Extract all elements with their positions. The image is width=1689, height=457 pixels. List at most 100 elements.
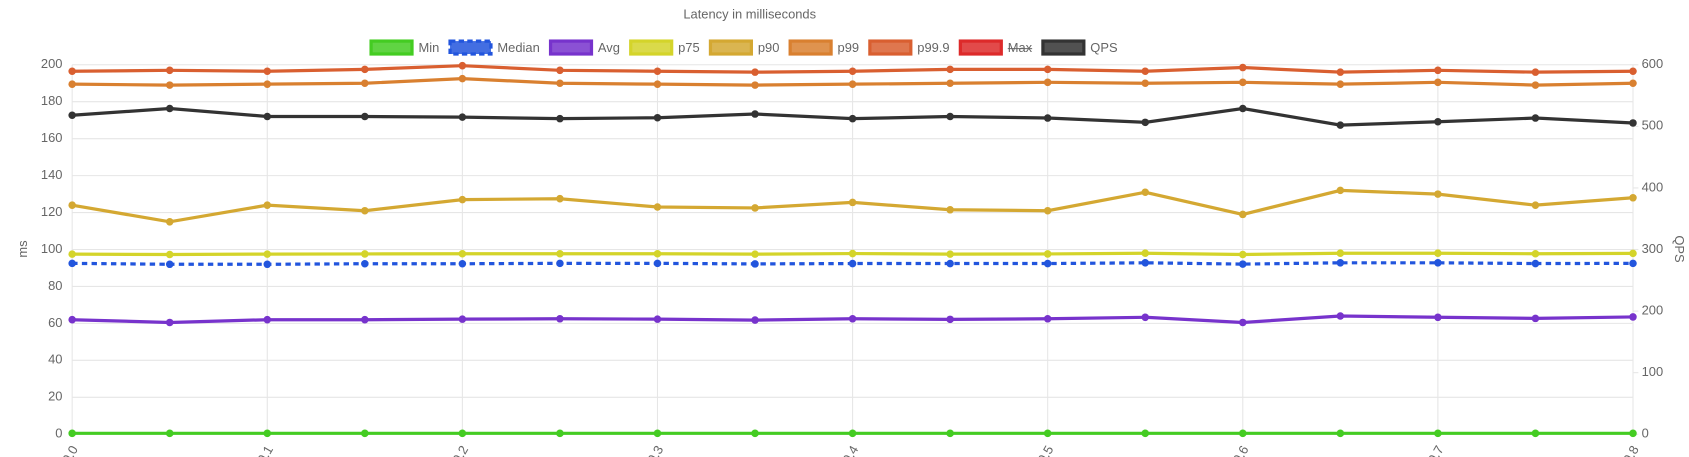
data-point	[1531, 81, 1540, 89]
y2-tick-label: 300	[1642, 241, 1664, 256]
data-point	[1531, 114, 1540, 122]
data-point	[1043, 315, 1052, 323]
data-point	[1043, 114, 1052, 122]
data-point	[1141, 79, 1150, 88]
data-point	[263, 250, 272, 258]
data-point	[1239, 260, 1247, 268]
y2-axis-title: QPS	[1672, 235, 1687, 263]
data-point	[1629, 249, 1637, 258]
x-tick-label: 0.0	[59, 443, 81, 457]
data-point	[1336, 121, 1345, 129]
data-point	[1141, 429, 1150, 438]
chart-title: Latency in milliseconds	[683, 7, 816, 22]
data-point	[68, 429, 76, 438]
x-tick-label: 0.2	[449, 443, 471, 457]
data-point	[1141, 249, 1150, 257]
data-point	[1531, 249, 1540, 258]
data-point	[165, 66, 174, 75]
data-point	[361, 429, 369, 438]
data-point	[556, 114, 564, 123]
data-point	[361, 65, 369, 74]
y-tick-label: 80	[48, 278, 62, 293]
data-point	[263, 112, 272, 121]
data-point	[1239, 104, 1247, 113]
data-point	[946, 79, 954, 88]
y2-tick-label: 400	[1642, 179, 1664, 194]
data-point	[1434, 66, 1442, 75]
legend-swatch	[448, 39, 493, 56]
data-point	[1434, 117, 1442, 126]
x-tick-label: 0.6	[1230, 443, 1252, 457]
data-point	[1239, 78, 1247, 87]
data-point	[1629, 259, 1637, 268]
data-point	[263, 80, 272, 88]
data-point	[751, 110, 759, 118]
data-point	[458, 61, 467, 70]
y2-tick-label: 500	[1642, 118, 1664, 133]
data-point	[848, 67, 857, 76]
data-point	[361, 259, 369, 268]
data-point	[1531, 259, 1540, 268]
data-point	[1043, 429, 1052, 438]
x-tick-label: 0.1	[254, 443, 276, 457]
data-point	[165, 104, 174, 113]
data-point	[458, 315, 467, 323]
y-tick-label: 120	[41, 204, 63, 219]
data-point	[263, 260, 272, 269]
y-tick-label: 60	[48, 315, 62, 330]
data-point	[458, 195, 467, 204]
data-point	[165, 81, 174, 89]
data-point	[556, 315, 564, 323]
data-point	[68, 315, 76, 324]
data-point	[263, 429, 272, 438]
data-point	[1629, 194, 1637, 202]
data-point	[165, 318, 174, 327]
legend-swatch	[868, 39, 913, 56]
data-point	[263, 201, 272, 209]
x-tick-label: 0.8	[1620, 443, 1642, 457]
data-point	[1336, 429, 1345, 438]
data-point	[165, 250, 174, 259]
data-point	[751, 250, 759, 258]
legend-label: Avg	[598, 40, 620, 55]
y-tick-label: 180	[41, 93, 63, 108]
data-point	[1434, 313, 1442, 322]
data-point	[1043, 206, 1052, 215]
data-point	[1043, 78, 1052, 87]
legend-label: p99	[838, 40, 860, 55]
data-point	[1336, 249, 1345, 257]
y-axis-title: ms	[15, 240, 30, 257]
y2-tick-label: 600	[1642, 56, 1664, 71]
data-point	[653, 429, 662, 438]
data-point	[946, 112, 954, 121]
data-point	[556, 259, 564, 268]
data-point	[1043, 250, 1052, 258]
data-point	[1629, 67, 1637, 76]
data-point	[1239, 63, 1247, 72]
data-point	[946, 250, 954, 258]
data-point	[1239, 318, 1247, 327]
y2-tick-label: 100	[1642, 364, 1664, 379]
data-point	[458, 74, 467, 83]
data-point	[751, 429, 759, 438]
data-point	[848, 259, 857, 268]
data-point	[68, 259, 76, 268]
data-point	[751, 316, 759, 324]
legend-label: Max	[1008, 40, 1033, 55]
legend-label: Min	[418, 40, 439, 55]
data-point	[1239, 210, 1247, 219]
data-point	[653, 113, 662, 122]
x-tick-label: 0.3	[644, 443, 666, 457]
legend: Min Median Avg p75 p90 p99 p99.9 Max QPS	[369, 39, 1118, 56]
data-point	[361, 315, 369, 324]
y-tick-label: 100	[41, 241, 63, 256]
data-point	[1141, 67, 1150, 76]
data-point	[653, 315, 662, 323]
data-point	[68, 67, 76, 76]
data-point	[458, 113, 467, 121]
data-point	[1531, 68, 1540, 76]
data-point	[68, 111, 76, 120]
data-point	[458, 249, 467, 258]
data-point	[556, 249, 564, 258]
data-point	[556, 194, 564, 203]
